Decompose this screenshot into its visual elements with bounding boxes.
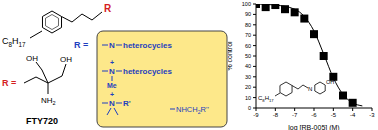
svg-text:20: 20 (245, 84, 251, 90)
svg-text:R =: R = (74, 40, 88, 50)
svg-text:C8H17: C8H17 (258, 95, 274, 103)
svg-text:70: 70 (245, 32, 251, 38)
svg-text:Me: Me (107, 82, 117, 89)
svg-text:-7: -7 (292, 112, 298, 118)
svg-text:C8H17: C8H17 (8, 36, 26, 48)
svg-text:100: 100 (242, 1, 251, 7)
svg-text:heterocycles: heterocycles (123, 67, 172, 76)
svg-text:heterocycles: heterocycles (123, 41, 172, 50)
svg-text:FTY720: FTY720 (26, 116, 58, 126)
svg-text:-9: -9 (253, 112, 259, 118)
svg-text:60: 60 (245, 43, 251, 49)
svg-text:R: R (104, 3, 112, 14)
svg-text:-5: -5 (331, 112, 337, 118)
svg-text:90: 90 (245, 11, 251, 17)
svg-text:R =: R = (8, 78, 16, 88)
svg-text:-3: -3 (369, 112, 370, 118)
svg-text:NH2: NH2 (41, 96, 56, 106)
svg-text:OH: OH (60, 55, 72, 64)
svg-text:50: 50 (245, 53, 251, 59)
svg-text:% control: % control (228, 41, 233, 71)
svg-text:30: 30 (245, 74, 251, 80)
svg-text:-6: -6 (311, 112, 317, 118)
svg-text:OH: OH (26, 54, 38, 63)
svg-text:+: + (110, 91, 114, 98)
html-text:C: C (2, 36, 9, 46)
svg-text:N: N (109, 67, 115, 76)
svg-text:+: + (110, 59, 114, 66)
svg-text:-8: -8 (273, 112, 279, 118)
svg-text:R': R' (123, 99, 131, 108)
svg-text:OH: OH (326, 79, 334, 85)
svg-text:10: 10 (245, 95, 251, 101)
svg-text:log [RB-005] (M): log [RB-005] (M) (288, 124, 339, 130)
svg-text:N: N (109, 99, 115, 108)
svg-text:80: 80 (245, 22, 251, 28)
svg-text:-4: -4 (350, 112, 356, 118)
svg-text:N: N (109, 41, 115, 50)
svg-text:N: N (308, 86, 312, 92)
svg-text:NHCH2R'': NHCH2R'' (176, 105, 209, 115)
svg-text:0: 0 (248, 105, 251, 111)
svg-text:40: 40 (245, 63, 251, 69)
